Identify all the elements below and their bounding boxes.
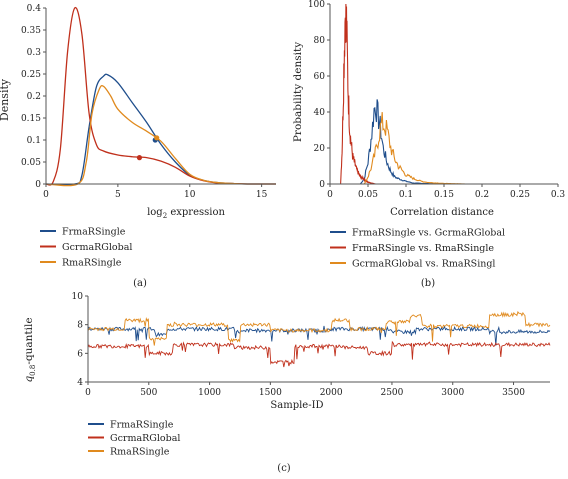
panel-c-y-tick-label: 6	[77, 349, 83, 359]
panel-c-legend: FrmaRSingle GcrmaRGlobal RmaRSingle	[88, 420, 180, 458]
legend-label: FrmaRSingle	[62, 227, 126, 238]
panel-a-y-tick-label: 0	[35, 180, 41, 190]
panel-b-x-tick-label: 0.2	[475, 190, 489, 200]
legend-label: RmaRSingle	[110, 447, 170, 458]
panel-a-y-tick-label: 0.4	[27, 4, 42, 14]
panel-c-x-tick-label: 3500	[502, 388, 525, 398]
legend-label: FrmaRSingle vs. RmaRSingle	[352, 243, 494, 254]
series-line-GcrmaRGlobal	[45, 6, 277, 186]
panel-a-y-tick-label: 0.2	[27, 92, 41, 102]
panel-c-x-tick-label: 1500	[259, 388, 282, 398]
legend-label: GcrmaRGlobal vs. RmaRSingl	[352, 259, 495, 270]
legend-label: FrmaRSingle	[110, 420, 174, 431]
panel-b-y-tick-label: 60	[314, 72, 326, 82]
panel-c-y-tick-label: 10	[72, 292, 84, 302]
panel-c-y-tick-label: 8	[77, 321, 83, 331]
panel-c-x-tick-label: 2000	[320, 388, 343, 398]
panel-b-ylabel: Probability density	[292, 42, 304, 142]
panel-b-y-tick-label: 100	[308, 0, 325, 10]
legend-label: RmaRSingle	[62, 258, 122, 269]
series-marker	[154, 135, 160, 141]
series-line-FrmaRSingle	[45, 73, 277, 186]
panel-c: 0 500 1000 1500 2000 2500 3000 3500 4 6 8 10 q0.8-q…	[23, 292, 551, 474]
panel-c-x-tick-label: 1000	[198, 388, 221, 398]
panel-b-x-tick-label: 0.1	[399, 190, 413, 200]
panel-a-label: (a)	[133, 278, 147, 289]
panel-b-y-tick-label: 80	[314, 36, 326, 46]
panel-c-x-tick-label: 0	[85, 388, 91, 398]
panel-c-x-tick-label: 500	[140, 388, 157, 398]
panel-a-y-tick-label: 0.1	[27, 136, 41, 146]
legend-label: GcrmaRGlobal	[62, 242, 132, 253]
panel-b: 0 0.05 0.1 0.15 0.2 0.25 0.3 0 20 40 60 80 100 Proba…	[292, 0, 565, 289]
series-line-FrmaRSingle vs. RmaRSingle	[340, 3, 376, 185]
panel-a-y-tick-label: 0.15	[21, 114, 41, 124]
panel-a-legend: FrmaRSingle GcrmaRGlobal RmaRSingle	[40, 227, 132, 269]
panel-b-x-tick-label: 0.15	[434, 190, 454, 200]
panel-b-label: (b)	[421, 278, 435, 289]
panel-b-y-tick-label: 0	[319, 180, 325, 190]
panel-b-x-tick-label: 0.05	[358, 190, 378, 200]
panel-b-x-tick-label: 0.3	[551, 190, 566, 200]
panel-c-y-tick-label: 4	[77, 378, 83, 388]
panel-b-xlabel: Correlation distance	[390, 207, 494, 218]
panel-a-x-tick-label: 10	[184, 190, 196, 200]
legend-label: FrmaRSingle vs. GcrmaRGlobal	[352, 228, 505, 239]
panel-a: 0 5 10 15 0 0.05 0.1 0.15 0.2 0.25 0.3 0.35 0.4 Dens…	[0, 4, 277, 289]
panel-b-y-tick-label: 20	[314, 144, 326, 154]
panel-c-xlabel: Sample-ID	[270, 400, 323, 411]
panel-c-x-tick-label: 2500	[380, 388, 403, 398]
panel-a-x-tick-label: 15	[256, 190, 268, 200]
series-line-RmaRSingle	[45, 84, 277, 187]
panel-b-x-tick-label: 0	[327, 190, 333, 200]
panel-b-y-tick-label: 40	[314, 108, 326, 118]
series-line-FrmaRSingle vs. GcrmaRGlobal	[359, 99, 452, 185]
series-line-RmaRSingle	[87, 310, 551, 346]
panel-c-ylabel: q0.8-quantile	[23, 317, 37, 382]
panel-a-x-tick-label: 0	[43, 190, 49, 200]
panel-a-x-tick-label: 5	[115, 190, 121, 200]
panel-c-label: (c)	[277, 463, 291, 474]
series-marker	[136, 155, 143, 161]
panel-a-y-tick-label: 0.3	[27, 48, 42, 58]
series-line-FrmaRSingle	[87, 325, 551, 346]
panel-b-x-tick-label: 0.25	[510, 190, 530, 200]
panel-a-y-tick-label: 0.35	[21, 26, 41, 36]
panel-c-x-tick-label: 3000	[441, 388, 464, 398]
panel-a-xlabel: log2 expression	[147, 207, 225, 220]
panel-a-y-tick-label: 0.25	[21, 70, 41, 80]
panel-a-y-tick-label: 0.05	[21, 158, 41, 168]
series-line-GcrmaRGlobal	[87, 340, 551, 368]
legend-label: GcrmaRGlobal	[110, 433, 180, 444]
panel-a-ylabel: Density	[0, 78, 11, 121]
panel-b-legend: FrmaRSingle vs. GcrmaRGlobal FrmaRSingle …	[330, 228, 505, 270]
